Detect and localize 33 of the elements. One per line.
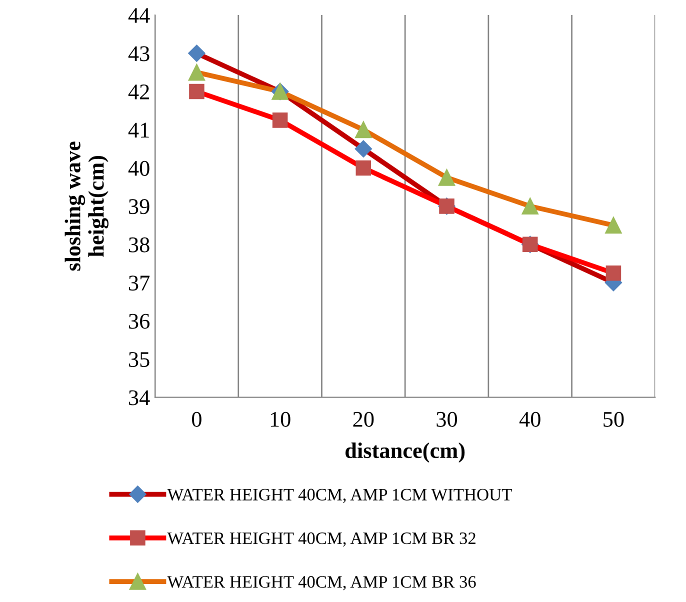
x-tick-label: 10 — [270, 412, 290, 427]
y-tick-label: 39 — [129, 199, 150, 214]
y-tick-label: 34 — [129, 390, 150, 406]
y-axis-title: sloshing wave height(cm) — [64, 142, 109, 271]
legend-label: WATER HEIGHT 40CM, AMP 1CM WITHOUT — [167, 488, 512, 504]
point — [188, 64, 206, 81]
point — [189, 84, 204, 100]
x-tick-label: 20 — [353, 412, 374, 427]
point — [188, 44, 206, 62]
y-tick-label: 43 — [128, 46, 150, 62]
x-axis-title: distance(cm) — [346, 442, 465, 463]
point — [522, 198, 538, 215]
y-tick-label: 44 — [128, 8, 150, 23]
x-tick-label: 30 — [436, 412, 458, 427]
point — [356, 160, 372, 176]
y-tick-label: 38 — [129, 237, 150, 252]
y-tick-label: 42 — [128, 84, 149, 100]
point — [272, 112, 288, 128]
legend-label: WATER HEIGHT 40CM, AMP 1CM BR 32 — [167, 532, 476, 547]
y-tick-label: 40 — [128, 160, 150, 176]
legend-label: WATER HEIGHT 40CM, AMP 1CM BR 36 — [167, 576, 476, 590]
point — [354, 140, 372, 158]
x-tick-label: 50 — [604, 412, 624, 427]
point — [355, 121, 372, 138]
point — [438, 169, 456, 186]
x-tick-label: 0 — [192, 412, 202, 427]
point — [605, 216, 622, 234]
y-tick-label: 41 — [128, 122, 149, 138]
y-tick-label: 37 — [129, 276, 150, 291]
x-tick-label: 40 — [519, 412, 540, 427]
y-tick-label: 35 — [129, 352, 150, 368]
y-tick-label: 36 — [129, 314, 150, 329]
point — [606, 265, 622, 281]
